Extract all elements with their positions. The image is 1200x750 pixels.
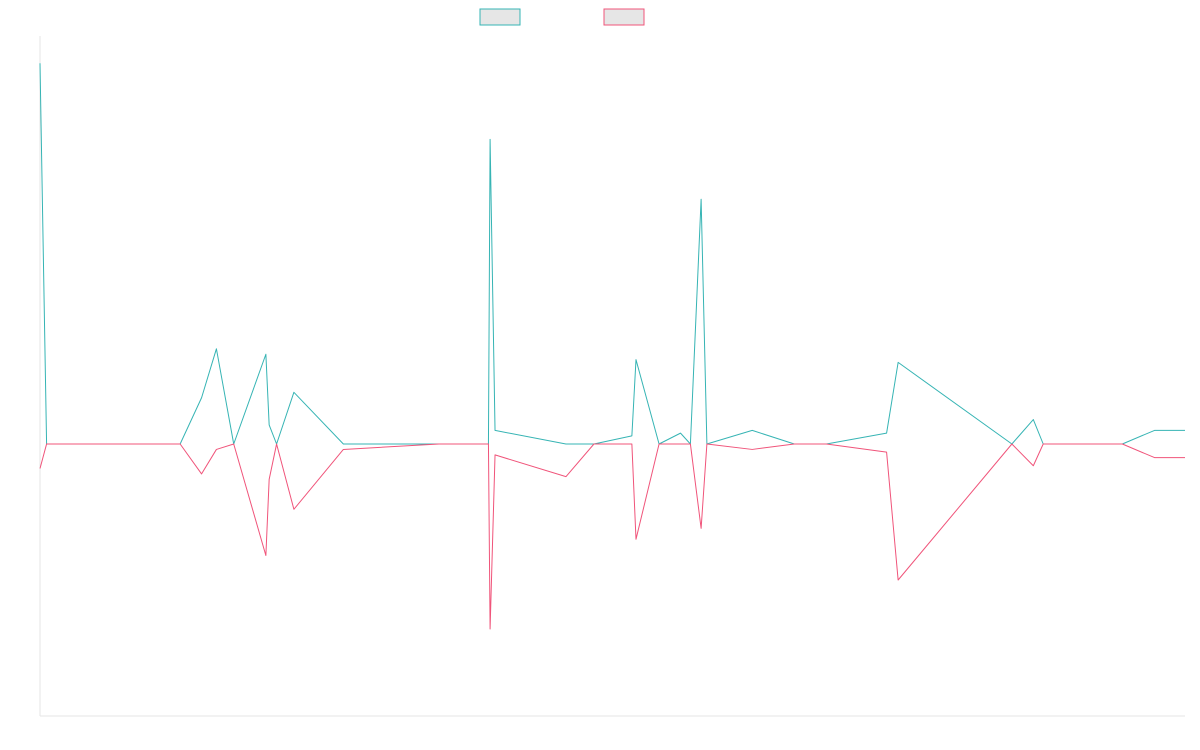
legend bbox=[479, 8, 645, 26]
legend-swatch-2[interactable] bbox=[603, 8, 645, 26]
series-layer bbox=[39, 63, 1185, 630]
series-line-1 bbox=[39, 63, 1185, 445]
legend-swatch-1[interactable] bbox=[479, 8, 521, 26]
series-line-2 bbox=[39, 443, 1185, 630]
